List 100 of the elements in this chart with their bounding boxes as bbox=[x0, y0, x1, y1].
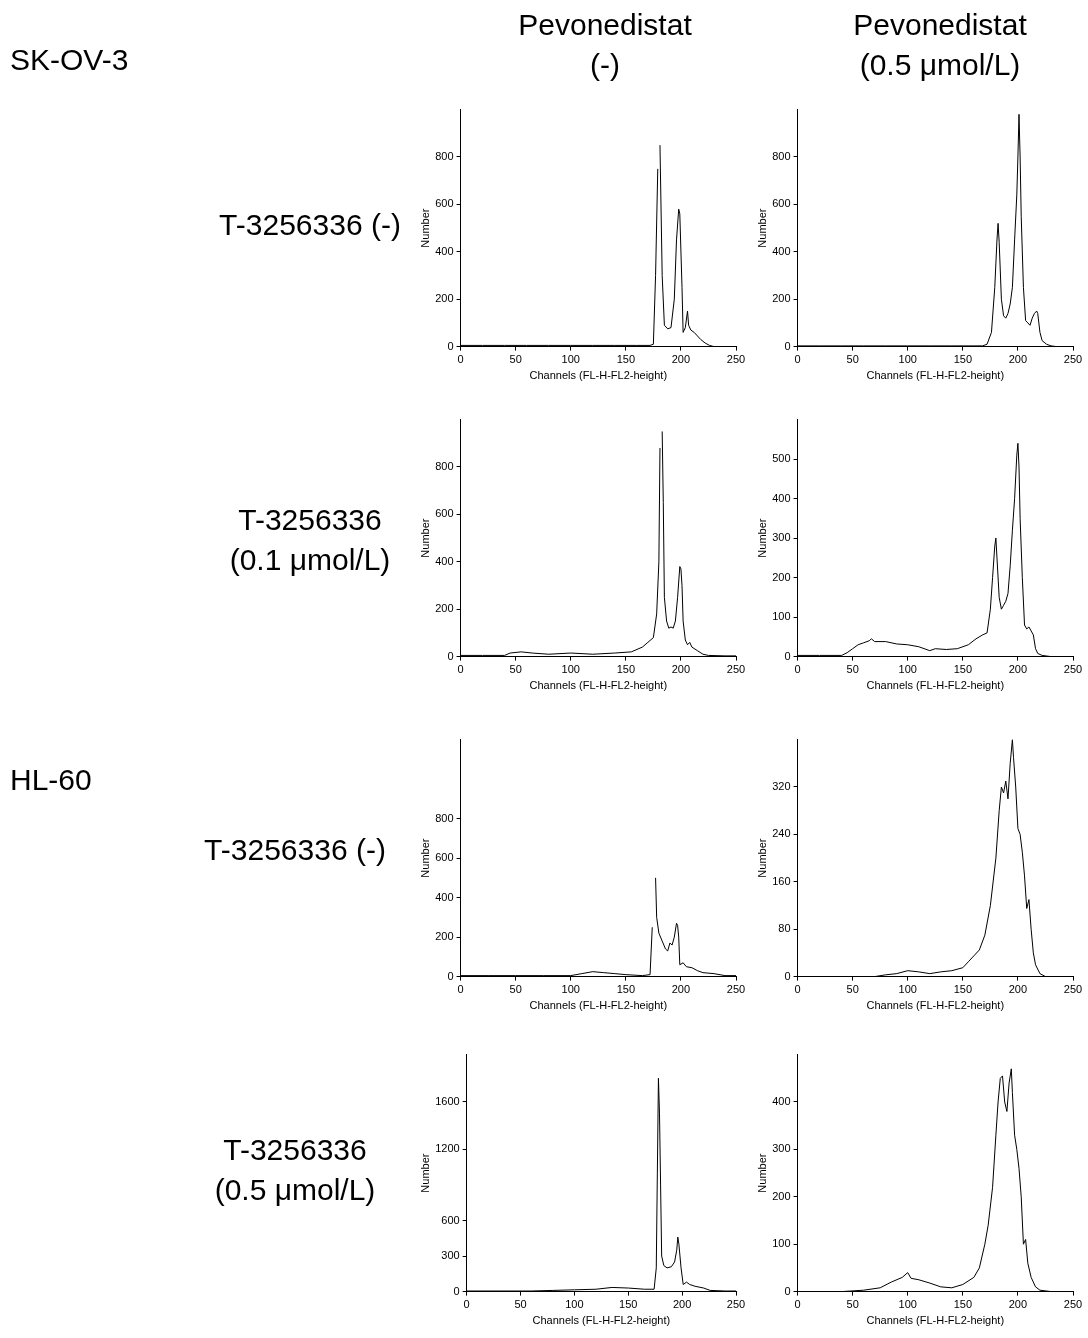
y-axis-title: Number bbox=[755, 1153, 768, 1193]
x-tick-label: 200 bbox=[671, 353, 691, 366]
x-axis-title: Channels (FL-H-FL2-height) bbox=[529, 679, 668, 692]
x-tick-label: 0 bbox=[794, 663, 801, 676]
x-tick-label: 250 bbox=[1063, 663, 1083, 676]
y-axis-title: Number bbox=[755, 838, 768, 878]
text: T-3256336 (0.1 μmol/L) bbox=[228, 502, 392, 578]
x-tick-label: 100 bbox=[565, 1298, 584, 1311]
x-tick-label: 250 bbox=[726, 983, 746, 996]
x-tick-label: 50 bbox=[846, 353, 859, 366]
x-tick-label: 50 bbox=[846, 663, 859, 676]
y-tick-label: 300 bbox=[772, 1142, 791, 1155]
x-tick-label: 250 bbox=[1063, 1298, 1083, 1311]
y-tick-label: 1200 bbox=[435, 1142, 460, 1155]
y-tick-label: 0 bbox=[784, 339, 791, 352]
y-tick-label: 100 bbox=[772, 1237, 791, 1250]
y-tick-label: 400 bbox=[772, 1095, 791, 1108]
y-tick-label: 0 bbox=[784, 1284, 791, 1297]
x-tick-label: 100 bbox=[898, 1298, 917, 1311]
text: T-3256336 (0.5 μmol/L) bbox=[213, 1132, 377, 1208]
text: T-3256336 (-) bbox=[203, 832, 387, 868]
x-tick-label: 50 bbox=[509, 663, 522, 676]
x-tick-label: 100 bbox=[561, 983, 580, 996]
y-axis-title: Number bbox=[418, 838, 431, 878]
y-tick-label: 200 bbox=[772, 1189, 791, 1202]
x-tick-label: 150 bbox=[616, 353, 635, 366]
y-tick-label: 200 bbox=[435, 292, 454, 305]
y-tick-label: 600 bbox=[435, 197, 454, 210]
y-tick-label: 400 bbox=[435, 554, 454, 567]
x-axis-title: Channels (FL-H-FL2-height) bbox=[866, 679, 1005, 692]
y-tick-label: 0 bbox=[447, 649, 454, 662]
x-tick-label: 200 bbox=[671, 663, 691, 676]
x-tick-label: 150 bbox=[953, 663, 972, 676]
x-tick-label: 0 bbox=[463, 1298, 470, 1311]
x-tick-label: 250 bbox=[726, 1298, 746, 1311]
y-tick-label: 800 bbox=[435, 811, 454, 824]
y-tick-label: 200 bbox=[435, 930, 454, 943]
x-tick-label: 200 bbox=[1008, 353, 1028, 366]
x-axis-title: Channels (FL-H-FL2-height) bbox=[866, 369, 1005, 382]
y-tick-label: 240 bbox=[772, 827, 791, 840]
x-tick-label: 200 bbox=[1008, 983, 1028, 996]
x-tick-label: 200 bbox=[671, 983, 691, 996]
x-axis-title: Channels (FL-H-FL2-height) bbox=[529, 999, 668, 1012]
y-tick-label: 200 bbox=[772, 570, 791, 583]
y-axis-title: Number bbox=[418, 208, 431, 248]
x-tick-label: 200 bbox=[1008, 663, 1028, 676]
x-tick-label: 250 bbox=[1063, 353, 1083, 366]
y-tick-label: 800 bbox=[435, 150, 454, 163]
text: Pevonedistat (-) bbox=[517, 7, 693, 83]
y-tick-label: 400 bbox=[772, 244, 791, 257]
x-tick-label: 0 bbox=[794, 353, 801, 366]
y-tick-label: 800 bbox=[435, 460, 454, 473]
y-tick-label: 400 bbox=[435, 244, 454, 257]
x-axis-title: Channels (FL-H-FL2-height) bbox=[866, 999, 1005, 1012]
x-tick-label: 250 bbox=[726, 663, 746, 676]
y-tick-label: 80 bbox=[778, 922, 791, 935]
x-axis-title: Channels (FL-H-FL2-height) bbox=[532, 1314, 671, 1327]
y-tick-label: 400 bbox=[435, 890, 454, 903]
y-tick-label: 160 bbox=[772, 874, 791, 887]
y-tick-label: 0 bbox=[453, 1284, 460, 1297]
y-tick-label: 0 bbox=[784, 649, 791, 662]
x-axis-title: Channels (FL-H-FL2-height) bbox=[866, 1314, 1005, 1327]
x-tick-label: 100 bbox=[898, 663, 917, 676]
y-axis-title: Number bbox=[418, 1153, 431, 1193]
y-axis-title: Number bbox=[755, 208, 768, 248]
x-tick-label: 50 bbox=[509, 353, 522, 366]
y-tick-label: 0 bbox=[447, 339, 454, 352]
y-tick-label: 300 bbox=[441, 1249, 460, 1262]
x-tick-label: 100 bbox=[898, 353, 917, 366]
x-tick-label: 50 bbox=[509, 983, 522, 996]
x-tick-label: 250 bbox=[1063, 983, 1083, 996]
x-tick-label: 150 bbox=[953, 353, 972, 366]
y-axis-title: Number bbox=[755, 518, 768, 558]
y-tick-label: 200 bbox=[772, 292, 791, 305]
text: Pevonedistat (0.5 μmol/L) bbox=[852, 7, 1028, 83]
y-tick-label: 0 bbox=[784, 969, 791, 982]
y-tick-label: 300 bbox=[772, 531, 791, 544]
x-tick-label: 100 bbox=[898, 983, 917, 996]
x-tick-label: 100 bbox=[561, 353, 580, 366]
x-tick-label: 0 bbox=[794, 1298, 801, 1311]
y-tick-label: 600 bbox=[435, 851, 454, 864]
text: SK-OV-3 bbox=[10, 42, 130, 78]
x-tick-label: 50 bbox=[514, 1298, 527, 1311]
x-axis-title: Channels (FL-H-FL2-height) bbox=[529, 369, 668, 382]
x-tick-label: 0 bbox=[794, 983, 801, 996]
x-tick-label: 50 bbox=[846, 983, 859, 996]
x-tick-label: 150 bbox=[616, 663, 635, 676]
y-tick-label: 600 bbox=[772, 197, 791, 210]
y-tick-label: 600 bbox=[435, 507, 454, 520]
y-axis-title: Number bbox=[418, 518, 431, 558]
x-tick-label: 200 bbox=[1008, 1298, 1028, 1311]
x-tick-label: 250 bbox=[726, 353, 746, 366]
y-tick-label: 200 bbox=[435, 602, 454, 615]
y-tick-label: 600 bbox=[441, 1213, 460, 1226]
x-tick-label: 50 bbox=[846, 1298, 859, 1311]
x-tick-label: 150 bbox=[616, 983, 635, 996]
y-tick-label: 800 bbox=[772, 150, 791, 163]
y-tick-label: 500 bbox=[772, 452, 791, 465]
text: T-3256336 (-) bbox=[218, 207, 402, 243]
x-tick-label: 150 bbox=[619, 1298, 638, 1311]
